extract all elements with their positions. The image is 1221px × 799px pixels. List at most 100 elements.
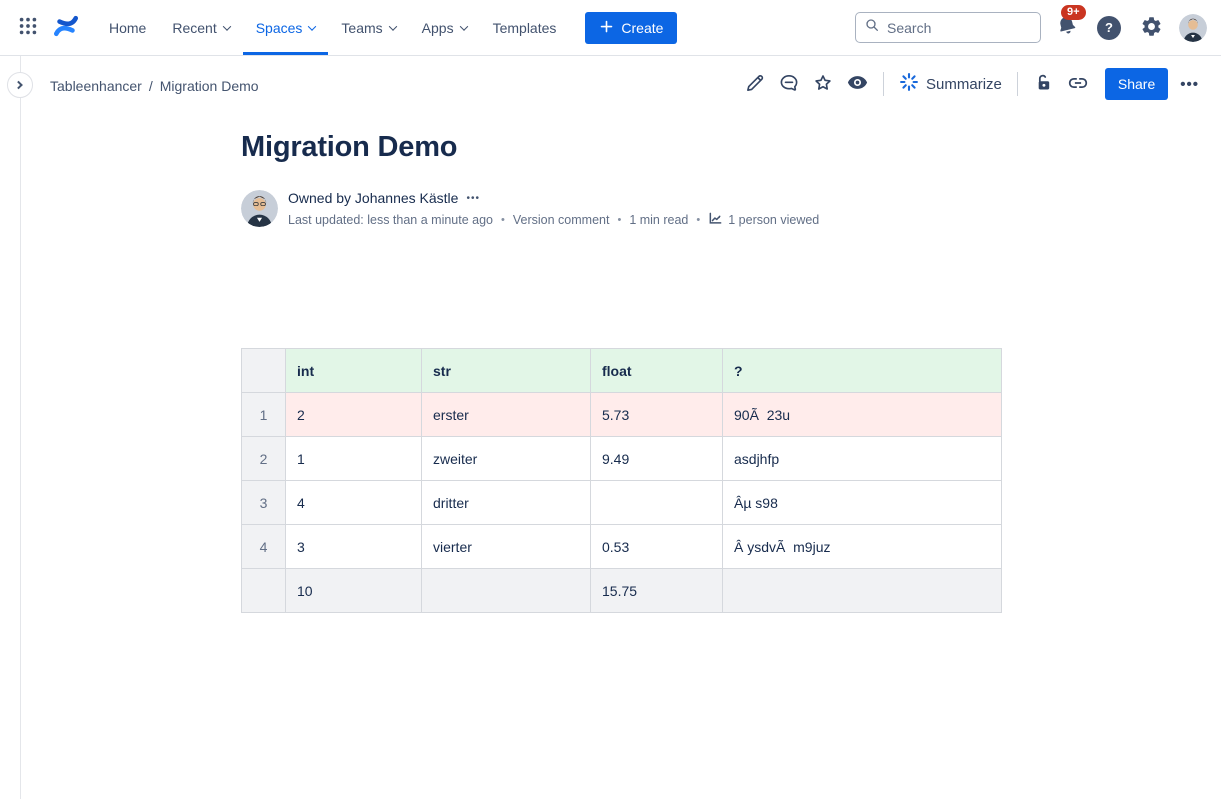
table-footer-cell[interactable]: 10 xyxy=(285,568,422,613)
confluence-logo-icon xyxy=(53,13,79,42)
views-chip[interactable]: 1 person viewed xyxy=(708,211,819,229)
nav-item-label: Templates xyxy=(492,19,557,36)
analytics-chart-icon xyxy=(708,211,723,229)
star-button[interactable] xyxy=(808,68,838,100)
app-switcher-button[interactable] xyxy=(12,12,44,44)
nav-item-label: Apps xyxy=(421,19,454,36)
row-number-header xyxy=(241,348,286,393)
edit-button[interactable] xyxy=(740,68,770,100)
row-number[interactable]: 2 xyxy=(241,436,286,481)
nav-item-label: Spaces xyxy=(255,19,303,36)
chevron-down-icon xyxy=(308,21,317,31)
column-header[interactable]: ? xyxy=(722,348,1002,393)
table-footer-cell[interactable] xyxy=(421,568,591,613)
toolbar-divider xyxy=(1016,72,1018,96)
share-button[interactable]: Share xyxy=(1104,68,1169,100)
pencil-icon xyxy=(744,72,766,97)
table-cell[interactable]: 9.49 xyxy=(590,436,723,481)
read-time-label: 1 min read xyxy=(629,213,689,227)
last-updated-label[interactable]: Last updated: less than a minute ago xyxy=(288,213,494,227)
table-cell[interactable]: 2 xyxy=(285,392,422,437)
profile-button[interactable] xyxy=(1177,12,1209,44)
meta-separator: • xyxy=(696,214,701,226)
table-cell[interactable]: vierter xyxy=(421,524,591,569)
breadcrumb-page-link[interactable]: Migration Demo xyxy=(159,78,259,94)
table-cell[interactable]: 3 xyxy=(285,524,422,569)
meta-separator: • xyxy=(617,214,622,226)
help-icon: ? xyxy=(1097,15,1121,40)
nav-item-teams[interactable]: Teams xyxy=(328,0,408,55)
copy-link-button[interactable] xyxy=(1063,68,1093,100)
sparkle-icon xyxy=(899,72,919,96)
confluence-home-button[interactable] xyxy=(50,12,82,44)
column-header[interactable]: str xyxy=(421,348,591,393)
watch-button[interactable] xyxy=(842,68,872,100)
chevron-down-icon xyxy=(459,21,468,31)
link-icon xyxy=(1067,72,1089,97)
plus-icon xyxy=(599,19,614,37)
nav-item-spaces[interactable]: Spaces xyxy=(242,0,329,55)
summarize-button[interactable]: Summarize xyxy=(895,72,1006,96)
views-label: 1 person viewed xyxy=(728,213,820,227)
column-header[interactable]: int xyxy=(285,348,422,393)
table-cell[interactable]: 1 xyxy=(285,436,422,481)
table-cell[interactable]: 90Ã 23u xyxy=(722,392,1002,437)
table-footer-cell[interactable] xyxy=(722,568,1002,613)
search-input[interactable] xyxy=(887,19,1032,36)
row-number[interactable]: 3 xyxy=(241,480,286,525)
restrictions-button[interactable] xyxy=(1029,68,1059,100)
table-cell[interactable]: erster xyxy=(421,392,591,437)
table-cell[interactable]: Â ysdvÃ m9juz xyxy=(722,524,1002,569)
table-footer-cell[interactable]: 15.75 xyxy=(590,568,723,613)
nav-item-recent[interactable]: Recent xyxy=(159,0,242,55)
unlock-icon xyxy=(1033,72,1054,96)
owner-label[interactable]: Owned by Johannes Kästle xyxy=(288,190,459,206)
owner-more-button[interactable]: ••• xyxy=(466,192,480,204)
top-nav-left: Home Recent Spaces Teams Apps Templates xyxy=(12,0,678,55)
create-button[interactable]: Create xyxy=(585,11,678,44)
column-header[interactable]: float xyxy=(590,348,723,393)
nav-item-label: Recent xyxy=(172,19,217,36)
table-header-row: int str float ? xyxy=(241,348,1002,393)
table-cell[interactable] xyxy=(590,480,723,525)
table-row: 1 2 erster 5.73 90Ã 23u xyxy=(241,392,1002,437)
nav-item-home[interactable]: Home xyxy=(96,0,159,55)
top-nav-right: 9+ ? xyxy=(855,4,1209,44)
table-footer-row: 10 15.75 xyxy=(241,568,1002,613)
meta-separator: • xyxy=(501,214,505,226)
chevron-down-icon xyxy=(222,21,231,31)
search-box[interactable] xyxy=(855,12,1041,43)
notification-badge[interactable]: 9+ xyxy=(1061,4,1086,20)
row-number[interactable]: 4 xyxy=(241,524,286,569)
sidebar-divider xyxy=(20,56,21,799)
bell-icon xyxy=(1055,14,1079,41)
table-cell[interactable]: Âµ s98 xyxy=(722,480,1002,525)
table-cell[interactable]: 4 xyxy=(285,480,422,525)
table-row: 3 4 dritter Âµ s98 xyxy=(241,480,1002,525)
table-cell[interactable]: asdjhfp xyxy=(722,436,1002,481)
settings-button[interactable] xyxy=(1135,12,1167,44)
chevron-down-icon xyxy=(388,21,397,31)
table-cell[interactable]: zweiter xyxy=(421,436,591,481)
avatar xyxy=(1179,13,1207,42)
breadcrumb-space-link[interactable]: Tableenhancer xyxy=(50,78,142,94)
table-cell[interactable]: 5.73 xyxy=(590,392,723,437)
gear-icon xyxy=(1140,15,1163,41)
version-comment-label[interactable]: Version comment xyxy=(512,213,610,227)
summarize-label: Summarize xyxy=(926,75,1002,93)
nav-item-apps[interactable]: Apps xyxy=(409,0,480,55)
comment-button[interactable] xyxy=(774,68,804,100)
expand-sidebar-button[interactable] xyxy=(7,72,33,98)
notifications-button[interactable] xyxy=(1051,12,1083,44)
grid-icon xyxy=(17,15,39,40)
breadcrumb: Tableenhancer / Migration Demo xyxy=(50,78,259,94)
more-actions-button[interactable]: ••• xyxy=(1172,76,1207,93)
nav-item-templates[interactable]: Templates xyxy=(480,0,570,55)
row-number[interactable]: 1 xyxy=(241,392,286,437)
table-cell[interactable]: dritter xyxy=(421,480,591,525)
help-button[interactable]: ? xyxy=(1093,12,1125,44)
eye-icon xyxy=(846,71,869,97)
table-cell[interactable]: 0.53 xyxy=(590,524,723,569)
owner-avatar[interactable] xyxy=(241,190,278,227)
row-number-footer xyxy=(241,568,286,613)
